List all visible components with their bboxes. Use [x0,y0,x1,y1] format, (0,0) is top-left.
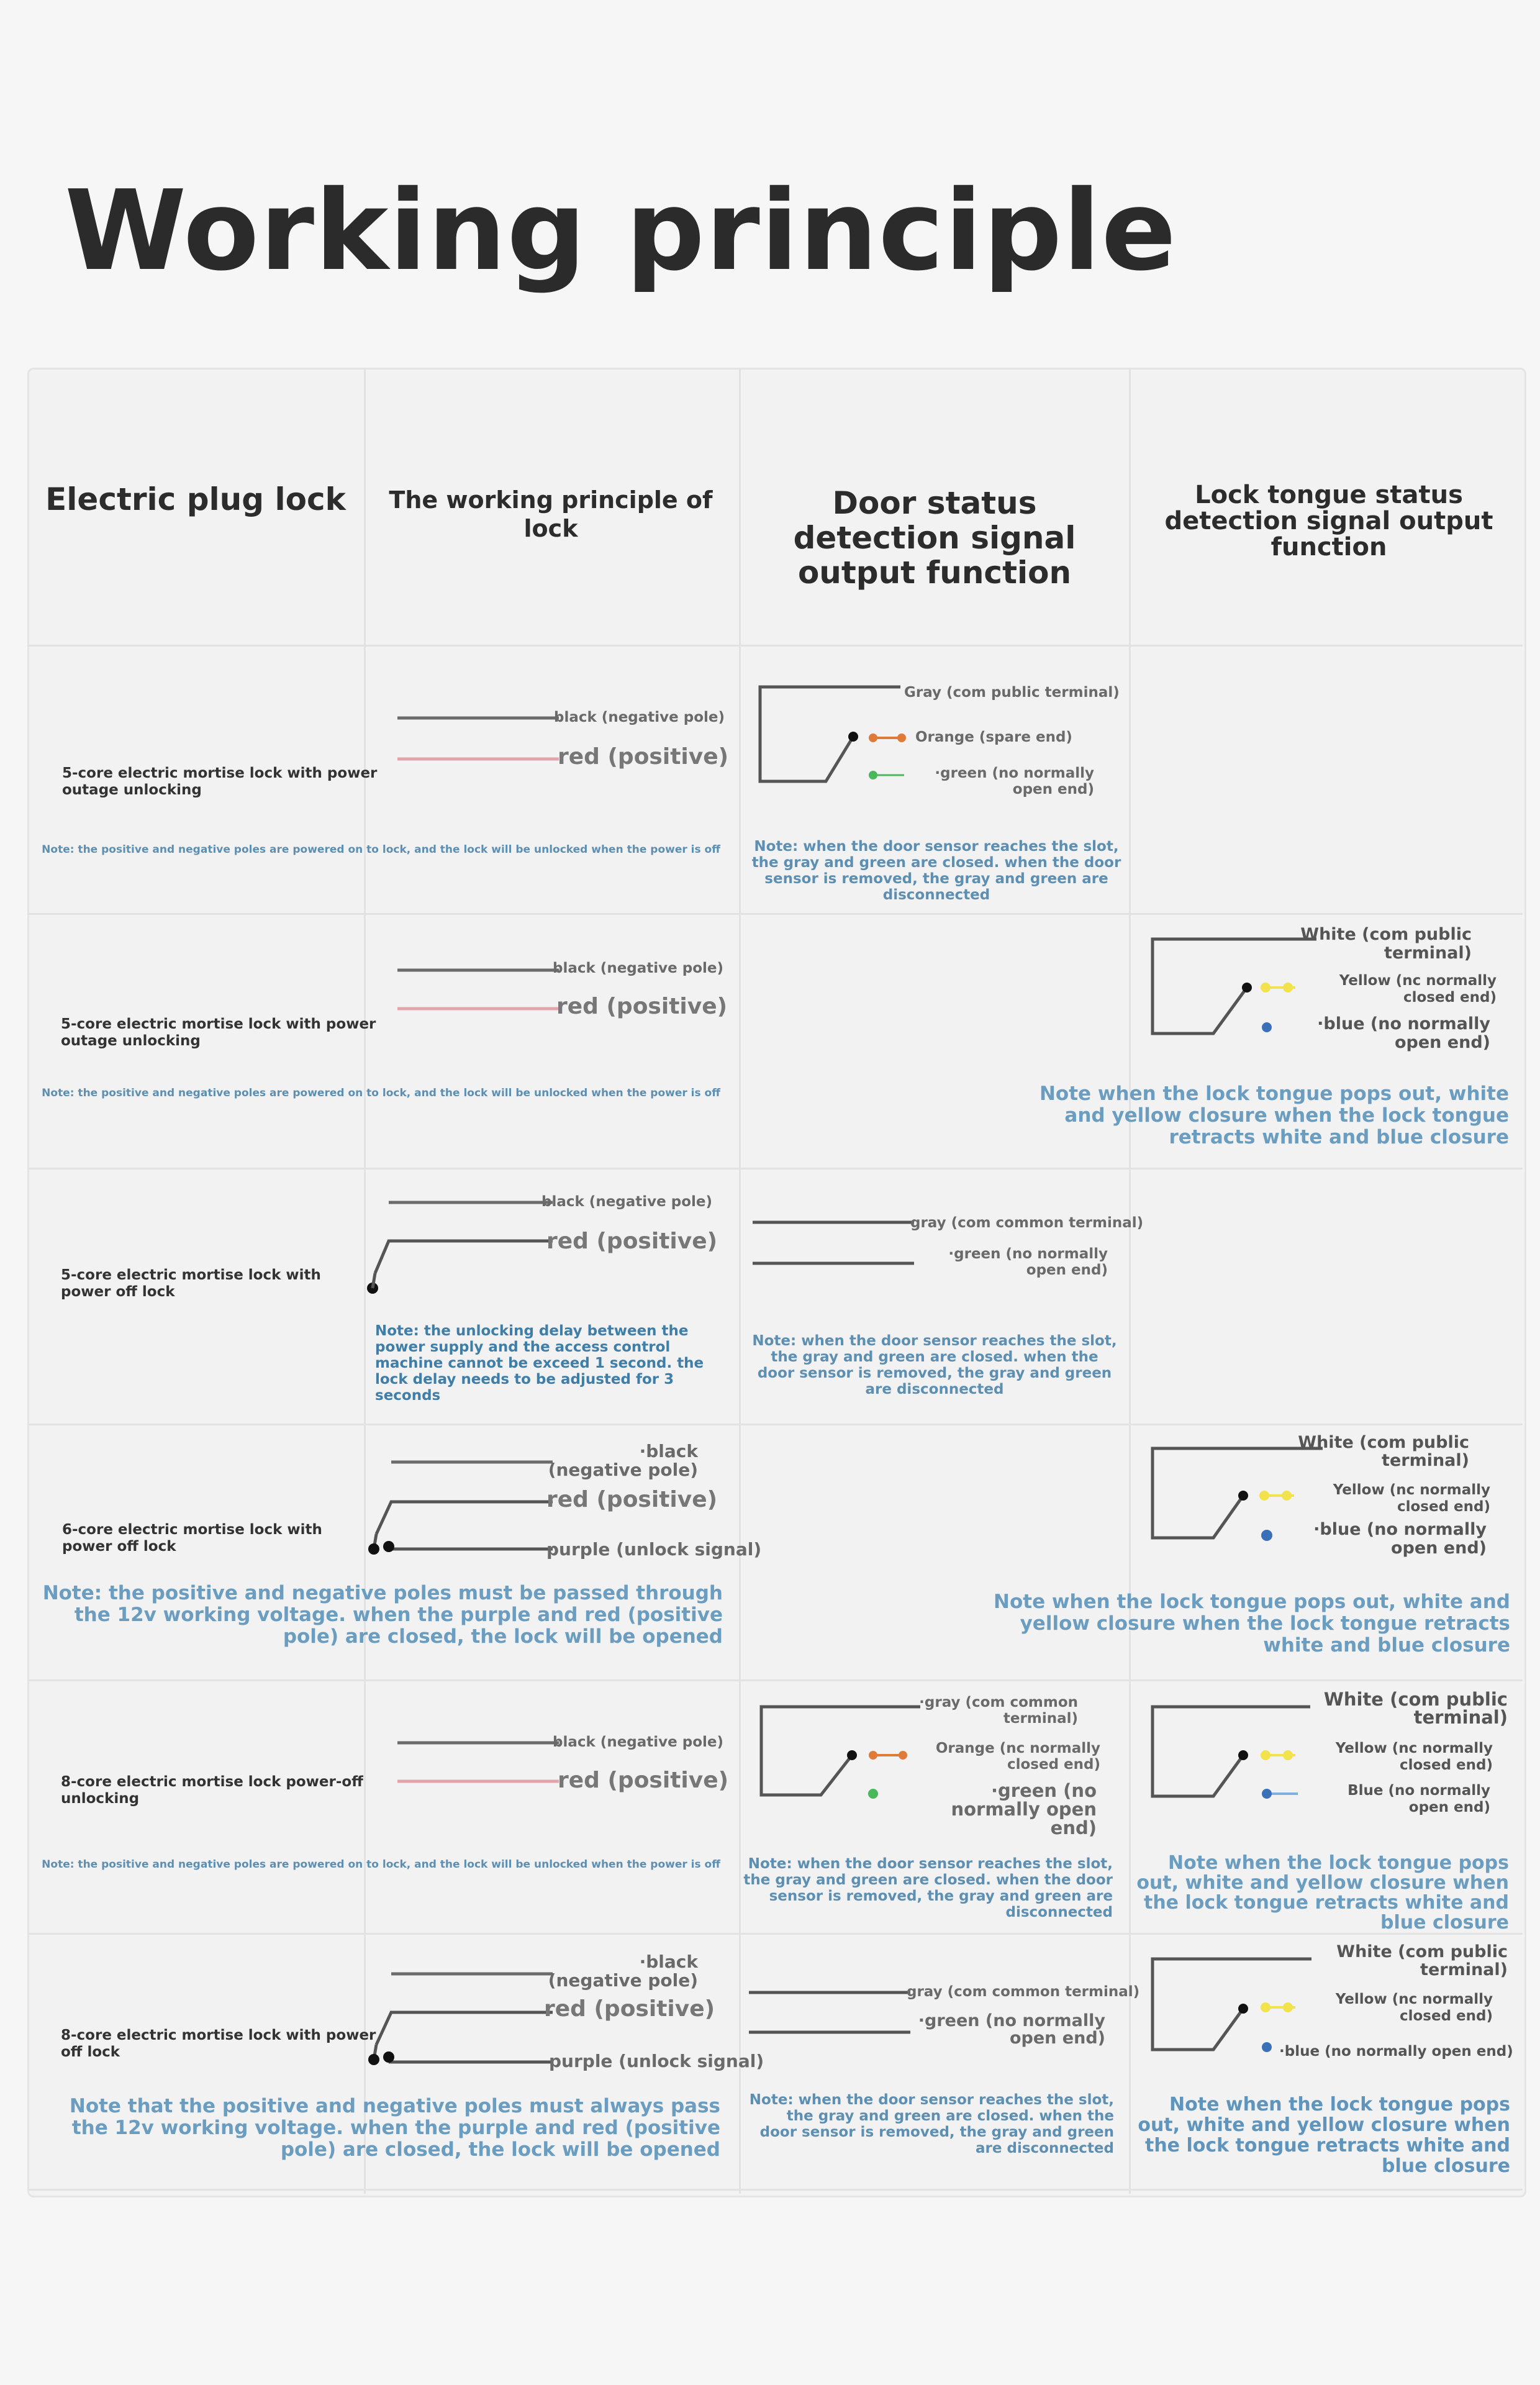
row-5-door-no-label: ·green (no normally open end) [951,1780,1097,1838]
row-4-note: Note: the positive and negative poles mu… [42,1582,723,1648]
row-1-note: Note: the positive and negative poles ar… [42,843,720,856]
row-5-red-wire-label: red (positive) [558,1768,729,1793]
row-3-red-wire-label: red (positive) [546,1229,718,1254]
row-1-black-wire-label: black (negative pole) [554,709,725,725]
row-6-tongue-common-label: White (com public terminal) [1336,1942,1508,1979]
row-2-lock-name: 5-core electric mortise lock with power … [61,1016,376,1049]
row-6-tongue-no-label: ·blue (no normally open end) [1279,2043,1513,2060]
row-divider [27,1933,1523,1935]
row-4-wire-diagram [368,1460,553,1555]
row-6-tongue-switch-diagram [1151,1957,1311,2052]
row-6-lock-name: 8-core electric mortise lock with power … [61,2027,376,2060]
row-6-red-wire-label: red (positive) [544,1996,715,2022]
row-5-door-common-label: ·gray (com common terminal) [919,1694,1078,1727]
row-2-tongue-switch-diagram [1151,937,1316,1035]
row-5-door-switch-diagram [759,1705,920,1799]
row-6-wire-diagram [368,1972,553,2065]
row-5-tongue-no-label: Blue (no normally open end) [1348,1783,1490,1815]
row-2-tongue-no-label: ·blue (no normally open end) [1317,1014,1490,1052]
row-4-tongue-no-label: ·blue (no normally open end) [1313,1520,1487,1558]
row-6-door-switch-diagram [749,1991,910,2034]
row-1-door-no-label: ·green (no normally open end) [935,765,1094,797]
row-2-tongue-nc-label: Yellow (nc normally closed end) [1339,973,1497,1006]
row-2-black-wire-label: black (negative pole) [553,960,724,976]
row-2-tongue-note: Note when the lock tongue pops out, whit… [1039,1083,1509,1148]
row-divider [27,645,1523,647]
row-5-door-note: Note: when the door sensor reaches the s… [743,1856,1113,1920]
row-3-wire-diagram [367,1201,553,1294]
row-6-tongue-nc-label: Yellow (nc normally closed end) [1335,1991,1493,2024]
row-5-door-nc-label: Orange (nc normally closed end) [935,1740,1100,1773]
row-1-door-spare-label: Orange (spare end) [915,729,1072,745]
row-5-lock-name: 8-core electric mortise lock power-off u… [61,1774,363,1807]
row-3-door-switch-diagram [753,1220,914,1265]
row-1-door-note: Note: when the door sensor reaches the s… [751,838,1121,903]
row-2-note: Note: the positive and negative poles ar… [42,1087,720,1099]
row-3-door-note: Note: when the door sensor reaches the s… [752,1333,1117,1397]
row-5-tongue-nc-label: Yellow (nc normally closed end) [1335,1740,1493,1773]
row-6-tongue-note: Note when the lock tongue pops out, whit… [1138,2094,1510,2177]
row-1-wire-diagram [397,716,559,761]
row-4-tongue-note: Note when the lock tongue pops out, whit… [994,1591,1510,1656]
header-door-status: Door status detection signal output func… [793,485,1076,591]
row-1-door-common-label: Gray (com public terminal) [904,684,1120,701]
row-6-door-common-label: gray (com common terminal) [907,1984,1140,2000]
row-divider [27,913,1523,915]
row-5-note: Note: the positive and negative poles ar… [42,1858,720,1871]
header-electric-plug-lock: Electric plug lock [45,481,346,517]
row-5-wire-diagram [397,1741,559,1783]
row-5-tongue-common-label: White (com public terminal) [1323,1689,1508,1728]
row-3-note: Note: the unlocking delay between the po… [375,1323,704,1404]
header-lock-tongue-status: Lock tongue status detection signal outp… [1164,481,1493,561]
row-1-lock-name: 5-core electric mortise lock with power … [62,765,378,798]
row-3-black-wire-label: black (negative pole) [541,1194,713,1210]
row-3-lock-name: 5-core electric mortise lock with power … [61,1267,321,1300]
row-6-note: Note that the positive and negative pole… [69,2095,720,2161]
row-1-red-wire-label: red (positive) [558,744,729,770]
row-6-black-wire-label: ·black (negative pole) [548,1951,698,1991]
row-4-red-wire-label: red (positive) [546,1487,718,1512]
column-divider [364,368,366,2194]
row-4-tongue-common-label: White (com public terminal) [1298,1433,1469,1470]
row-divider [27,1168,1523,1170]
row-5-black-wire-label: black (negative pole) [553,1734,724,1750]
row-6-door-no-label: ·green (no normally open end) [918,2011,1105,2048]
column-divider [739,368,741,2194]
row-3-door-no-label: ·green (no normally open end) [948,1246,1108,1278]
header-working-principle: The working principle of lock [389,486,713,542]
row-2-wire-diagram [397,968,559,1011]
row-2-red-wire-label: red (positive) [556,994,728,1019]
row-1-door-switch-diagram [758,685,906,783]
row-divider [27,1424,1523,1425]
row-6-door-note: Note: when the door sensor reaches the s… [749,2092,1114,2156]
row-4-purple-wire-label: purple (unlock signal) [546,1539,762,1560]
row-divider [27,1679,1523,1681]
row-4-tongue-switch-diagram [1151,1447,1323,1541]
row-4-black-wire-label: ·black (negative pole) [548,1441,698,1480]
page-title: Working principle [65,166,1177,295]
column-divider [1129,368,1131,2194]
row-5-tongue-note: Note when the lock tongue pops out, whit… [1136,1852,1509,1933]
row-6-purple-wire-label: purple (unlock signal) [549,2051,764,2071]
row-3-door-common-label: gray (com common terminal) [910,1215,1144,1231]
row-2-tongue-common-label: White (com public terminal) [1300,925,1472,963]
row-4-lock-name: 6-core electric mortise lock with power … [62,1522,322,1555]
row-5-tongue-switch-diagram [1151,1705,1310,1799]
wiring-table [27,368,1526,2197]
row-4-tongue-nc-label: Yellow (nc normally closed end) [1333,1482,1490,1515]
row-divider [27,2189,1523,2191]
